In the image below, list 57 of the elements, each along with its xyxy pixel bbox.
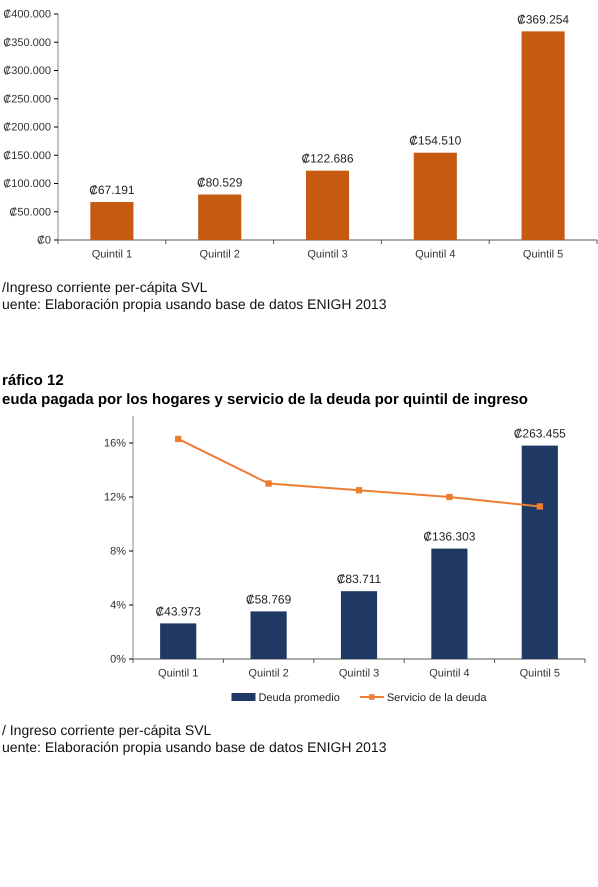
data-label: ₡122.686 bbox=[301, 152, 354, 166]
data-label: ₡369.254 bbox=[517, 12, 570, 26]
point bbox=[356, 487, 362, 494]
y-tick-label: 4% bbox=[110, 600, 126, 612]
text: uente: Elaboración propia usando base de datos ENIGH 2013 bbox=[2, 739, 387, 755]
data-label: ₡58.769 bbox=[246, 592, 292, 606]
bar bbox=[522, 31, 565, 240]
point bbox=[175, 436, 182, 442]
y-tick-label: 0% bbox=[110, 654, 126, 666]
x-tick-label: Quintil 4 bbox=[429, 667, 470, 680]
y-tick-label: 16% bbox=[104, 438, 126, 450]
bar bbox=[522, 446, 558, 659]
point bbox=[446, 494, 453, 500]
bar bbox=[431, 548, 468, 659]
text: /Ingreso corriente per-cápita SVL bbox=[2, 279, 208, 295]
y-tick-label: ₡350.000 bbox=[3, 36, 51, 49]
x-tick-label: Quintil 2 bbox=[248, 667, 289, 680]
x-tick-label: Quintil 1 bbox=[158, 667, 198, 680]
y-tick-label: ₡200.000 bbox=[3, 122, 51, 134]
x-tick-label: Quintil 5 bbox=[520, 667, 560, 680]
x-tick-label: Quintil 3 bbox=[338, 667, 380, 680]
y-tick-label: ₡100.000 bbox=[3, 178, 51, 190]
data-label: ₡80.529 bbox=[197, 176, 243, 190]
bar bbox=[198, 194, 242, 240]
data-label: ₡67.191 bbox=[89, 183, 135, 198]
data-label: ₡154.510 bbox=[409, 134, 462, 148]
point bbox=[536, 503, 543, 510]
x-tick-label: Quintil 2 bbox=[200, 248, 240, 260]
x-tick-label: Quintil 3 bbox=[307, 248, 348, 260]
legend-label: Deuda promedio bbox=[258, 692, 340, 704]
text: / Ingreso corriente per-cápita SVL bbox=[2, 722, 212, 738]
chart-title: ráfico 12 bbox=[2, 372, 64, 389]
x-tick-label: Quintil 4 bbox=[415, 248, 456, 260]
data-label: ₡83.711 bbox=[336, 572, 382, 586]
bar bbox=[90, 202, 134, 240]
y-tick-label: ₡150.000 bbox=[3, 150, 51, 162]
data-label: ₡136.303 bbox=[423, 530, 476, 544]
x-tick-label: Quintil 1 bbox=[92, 248, 132, 260]
data-label: ₡263.455 bbox=[514, 426, 566, 441]
x-tick-label: Quintil 5 bbox=[522, 248, 564, 260]
legend-label: Servicio de la deuda bbox=[386, 692, 488, 704]
y-tick-label: ₡0 bbox=[36, 234, 51, 247]
y-tick-label: ₡400.000 bbox=[3, 8, 51, 21]
bar bbox=[414, 152, 457, 240]
y-tick-label: 12% bbox=[104, 492, 126, 504]
bar bbox=[340, 591, 378, 659]
y-tick-label: ₡50.000 bbox=[9, 206, 51, 218]
point bbox=[265, 480, 272, 487]
data-label: ₡43.973 bbox=[156, 604, 202, 618]
y-tick-label: 8% bbox=[110, 546, 126, 558]
chart-subtitle: euda pagada por los hogares y servicio de la deuda por quintil de ingreso bbox=[2, 391, 528, 408]
bar bbox=[160, 623, 196, 659]
bar bbox=[250, 611, 287, 659]
y-tick-label: ₡250.000 bbox=[3, 93, 51, 106]
y-tick-label: ₡300.000 bbox=[3, 65, 51, 78]
text: uente: Elaboración propia usando base de datos ENIGH 2013 bbox=[2, 296, 387, 312]
bar bbox=[306, 170, 350, 240]
